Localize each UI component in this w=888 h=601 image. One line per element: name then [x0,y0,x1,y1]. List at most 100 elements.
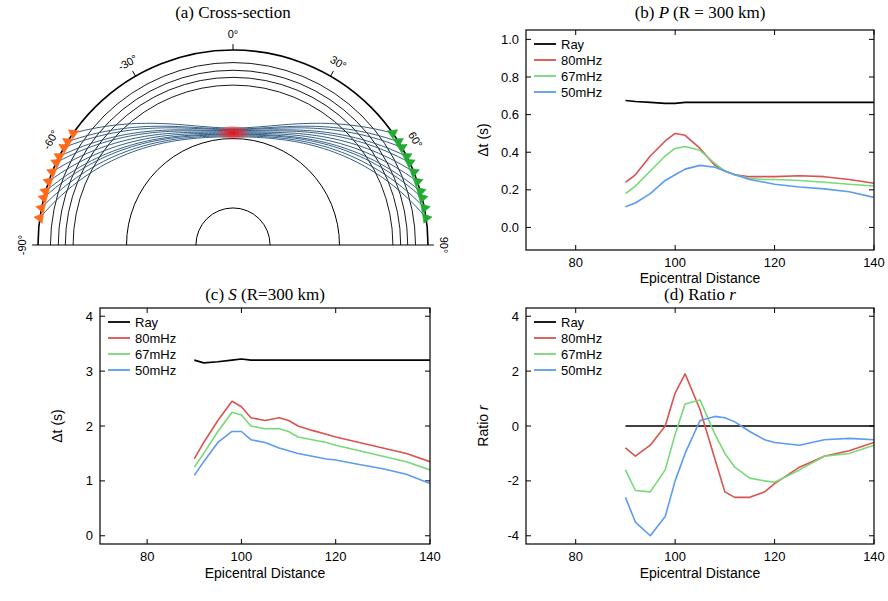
plot-area [625,101,874,207]
station-marker [413,175,425,187]
station-marker [397,140,410,153]
legend-swatch [534,337,556,339]
legend-label: 80mHz [561,53,602,68]
y-tick [869,480,874,481]
legend-swatch [108,337,130,339]
y-tick-label: -2 [507,473,519,488]
y-tick-label: 4 [86,309,93,324]
y-tick [100,371,105,372]
x-tick [675,539,676,544]
y-tick-label: 0.0 [501,220,519,235]
y-tick [526,189,531,190]
legend: Ray80mHz67mHz50mHz [108,315,176,378]
y-tick [869,371,874,372]
y-axis-label: Ratio r [475,404,491,447]
x-tick [335,539,336,544]
x-tick [575,30,576,35]
ray-path [40,137,426,218]
station-marker [418,192,429,204]
legend-label: 50mHz [561,85,602,100]
x-tick [147,539,148,544]
y-tick-label: 0 [512,419,519,434]
x-tick-label: 100 [231,549,253,564]
y-tick [526,114,531,115]
legend: Ray80mHz67mHz50mHz [534,315,602,378]
legend-label: 80mHz [561,331,602,346]
ray-path [68,126,399,141]
legend-swatch [534,59,556,61]
panel-title: (a) Cross-section [175,3,291,22]
x-tick [575,539,576,544]
series-line [194,412,430,470]
panel-title: (d) Ratio r [664,285,736,304]
y-tick-label: 3 [86,364,93,379]
line-panel: (b) P (R = 300 km)801001201400.00.20.40.… [475,3,885,286]
tick-label: 30° [328,53,348,72]
series-line [194,359,430,363]
tick-label: -90° [16,235,28,255]
tick-mark [331,71,334,76]
series-line [194,401,430,461]
event-marker [56,140,69,153]
y-tick [869,189,874,190]
x-axis-label: Epicentral Distance [640,565,761,581]
y-tick [869,316,874,317]
station-marker [405,156,417,169]
plot-frame [526,308,874,544]
series-line [625,165,874,206]
plot-area [625,374,874,536]
surface [38,50,428,245]
legend-swatch [534,91,556,93]
series-line [625,425,874,427]
x-tick-label: 80 [568,255,582,270]
y-tick [526,426,531,427]
y-tick [526,371,531,372]
legend-label: Ray [561,37,585,52]
x-axis-label: Epicentral Distance [640,270,761,286]
event-marker [35,202,46,214]
x-tick-label: 140 [863,255,885,270]
x-tick [774,245,775,250]
x-tick [335,308,336,313]
y-tick [425,426,430,427]
plot-frame [526,30,874,250]
y-tick-label: 0.6 [501,107,519,122]
series-line [194,431,430,483]
y-tick [526,152,531,153]
y-tick-label: -4 [507,528,519,543]
series-line [625,400,874,492]
y-tick [425,371,430,372]
ray-path [42,136,425,208]
tick-mark [428,245,434,246]
legend-label: 50mHz [561,363,602,378]
legend-label: 80mHz [135,331,176,346]
legend-swatch [108,369,130,371]
legend-label: Ray [135,315,159,330]
x-tick [774,539,775,544]
station-marker [409,165,421,178]
y-tick-label: 2 [86,419,93,434]
y-tick [425,316,430,317]
legend-label: 67mHz [561,347,602,362]
tick-label: 90° [438,237,450,254]
line-panel: (c) S (R=300 km)8010012014001234Epicentr… [49,285,441,581]
legend: Ray80mHz67mHz50mHz [534,37,602,100]
x-tick [147,308,148,313]
y-tick [526,77,531,78]
ray-paths [40,123,426,218]
plot-frame [100,308,430,544]
legend-label: 67mHz [135,347,176,362]
x-axis-label: Epicentral Distance [205,565,326,581]
line-panel: (d) Ratio r80100120140-4-2024Epicentral … [475,285,885,581]
y-tick-label: 2 [512,364,519,379]
y-tick [100,316,105,317]
x-tick [675,245,676,250]
x-tick-label: 100 [664,549,686,564]
series-line [625,374,874,497]
x-tick [774,30,775,35]
x-tick-label: 140 [419,549,441,564]
x-tick-label: 140 [863,549,885,564]
event-marker [37,192,48,204]
x-tick-label: 80 [568,549,582,564]
cross-section: -90°-60°-30°0°30°60°90° [16,28,449,255]
